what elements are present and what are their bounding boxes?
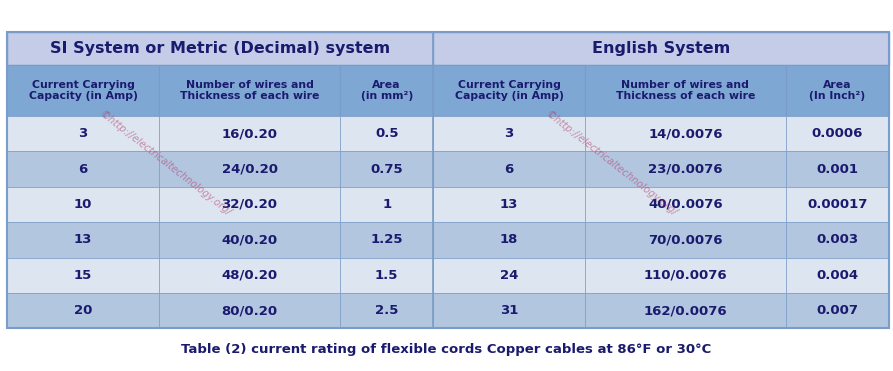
Bar: [7, 222, 159, 257]
Bar: [340, 222, 433, 257]
Bar: [7, 32, 889, 328]
Text: 0.75: 0.75: [371, 162, 403, 175]
Bar: [7, 151, 159, 187]
Bar: [786, 257, 889, 293]
Bar: [786, 222, 889, 257]
Text: 3: 3: [505, 127, 513, 140]
Bar: [433, 187, 585, 222]
Text: 13: 13: [74, 233, 92, 246]
Bar: [159, 65, 340, 116]
Text: ©http://electricaltechnology.org/: ©http://electricaltechnology.org/: [544, 109, 680, 218]
Text: 18: 18: [500, 233, 518, 246]
Bar: [585, 151, 786, 187]
Text: English System: English System: [592, 41, 730, 56]
Bar: [7, 116, 159, 151]
Bar: [340, 293, 433, 328]
Text: 10: 10: [74, 198, 92, 211]
Text: 0.0006: 0.0006: [812, 127, 863, 140]
Text: 14/0.0076: 14/0.0076: [648, 127, 722, 140]
Text: 20: 20: [74, 304, 92, 317]
Text: 13: 13: [500, 198, 518, 211]
Bar: [433, 222, 585, 257]
Text: 110/0.0076: 110/0.0076: [644, 269, 727, 282]
Bar: [433, 65, 585, 116]
Text: 0.001: 0.001: [816, 162, 858, 175]
Bar: [585, 293, 786, 328]
Text: 80/0.20: 80/0.20: [221, 304, 278, 317]
Text: Number of wires and
Thickness of each wire: Number of wires and Thickness of each wi…: [179, 80, 319, 101]
Text: Number of wires and
Thickness of each wire: Number of wires and Thickness of each wi…: [615, 80, 755, 101]
Bar: [433, 32, 889, 65]
Text: 0.00017: 0.00017: [807, 198, 867, 211]
Text: 1: 1: [382, 198, 391, 211]
Text: 24: 24: [500, 269, 518, 282]
Bar: [159, 151, 340, 187]
Text: Current Carrying
Capacity (in Amp): Current Carrying Capacity (in Amp): [29, 80, 138, 101]
Bar: [340, 257, 433, 293]
Bar: [7, 65, 159, 116]
Bar: [786, 116, 889, 151]
Bar: [585, 187, 786, 222]
Bar: [433, 293, 585, 328]
Bar: [340, 151, 433, 187]
Text: 162/0.0076: 162/0.0076: [644, 304, 727, 317]
Text: 70/0.0076: 70/0.0076: [648, 233, 722, 246]
Text: Table (2) current rating of flexible cords Copper cables at 86°F or 30°C: Table (2) current rating of flexible cor…: [181, 343, 712, 356]
Bar: [159, 116, 340, 151]
Text: ©http://electricaltechnology.org/: ©http://electricaltechnology.org/: [97, 109, 233, 218]
Text: 32/0.20: 32/0.20: [221, 198, 278, 211]
Bar: [585, 222, 786, 257]
Bar: [433, 116, 585, 151]
Bar: [340, 187, 433, 222]
Text: 31: 31: [500, 304, 518, 317]
Bar: [340, 116, 433, 151]
Text: 2.5: 2.5: [375, 304, 398, 317]
Bar: [7, 293, 159, 328]
Bar: [786, 65, 889, 116]
Bar: [7, 187, 159, 222]
Text: 0.004: 0.004: [816, 269, 858, 282]
Bar: [786, 187, 889, 222]
Text: 0.007: 0.007: [816, 304, 858, 317]
Bar: [159, 293, 340, 328]
Bar: [7, 32, 433, 65]
Text: 16/0.20: 16/0.20: [221, 127, 278, 140]
Text: 0.5: 0.5: [375, 127, 398, 140]
Bar: [159, 222, 340, 257]
Bar: [786, 293, 889, 328]
Text: SI System or Metric (Decimal) system: SI System or Metric (Decimal) system: [50, 41, 390, 56]
Bar: [159, 257, 340, 293]
Text: 6: 6: [505, 162, 513, 175]
Text: 3: 3: [79, 127, 88, 140]
Text: 0.003: 0.003: [816, 233, 858, 246]
Text: 15: 15: [74, 269, 92, 282]
Bar: [585, 116, 786, 151]
Text: 24/0.20: 24/0.20: [221, 162, 278, 175]
Text: 40/0.20: 40/0.20: [221, 233, 278, 246]
Bar: [340, 65, 433, 116]
Text: 1.5: 1.5: [375, 269, 398, 282]
Bar: [7, 257, 159, 293]
Text: 1.25: 1.25: [371, 233, 403, 246]
Bar: [585, 257, 786, 293]
Bar: [585, 65, 786, 116]
Bar: [786, 151, 889, 187]
Bar: [433, 151, 585, 187]
Text: 40/0.0076: 40/0.0076: [648, 198, 722, 211]
Bar: [159, 187, 340, 222]
Text: Area
(in mm²): Area (in mm²): [361, 80, 413, 101]
Text: 23/0.0076: 23/0.0076: [648, 162, 722, 175]
Text: 48/0.20: 48/0.20: [221, 269, 278, 282]
Bar: [433, 257, 585, 293]
Text: 6: 6: [79, 162, 88, 175]
Text: Area
(In Inch²): Area (In Inch²): [809, 80, 865, 101]
Text: Current Carrying
Capacity (in Amp): Current Carrying Capacity (in Amp): [455, 80, 563, 101]
